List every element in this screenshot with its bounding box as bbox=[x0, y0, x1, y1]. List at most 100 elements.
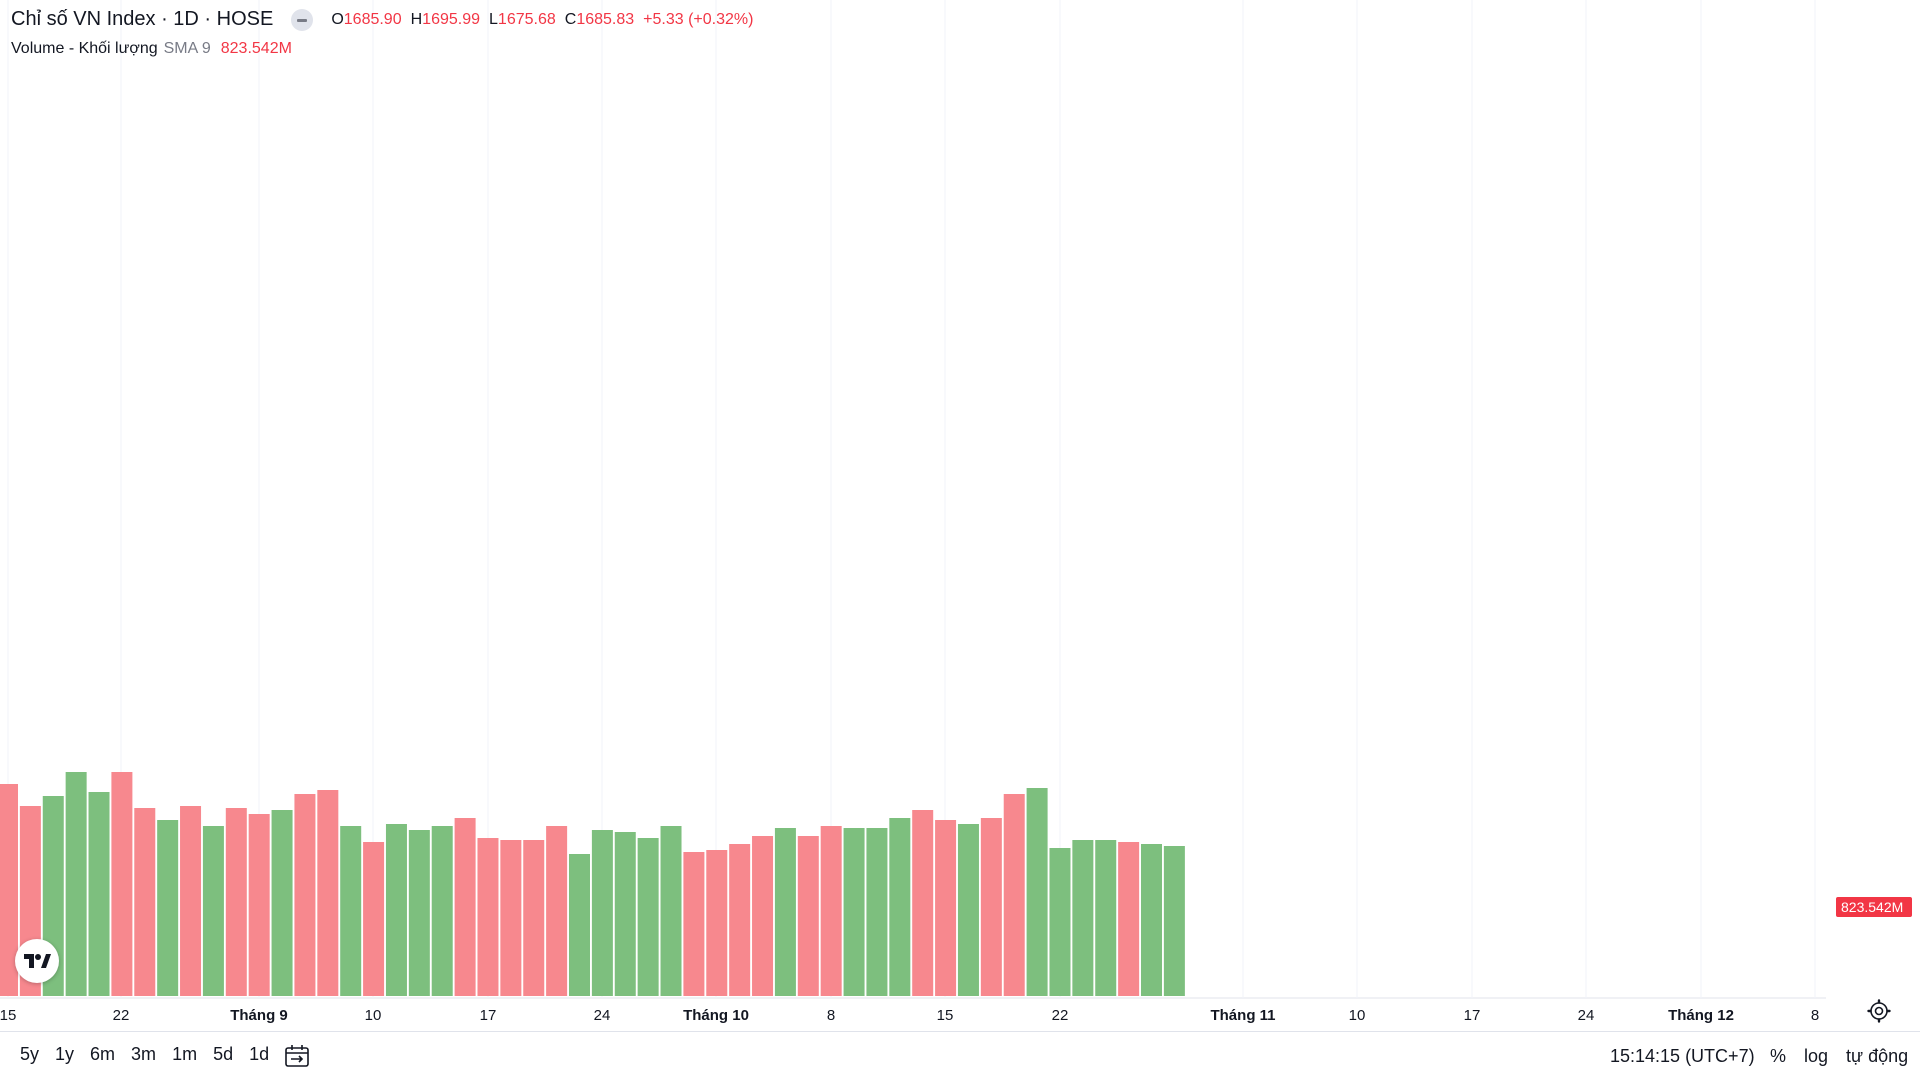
clock-timezone[interactable]: 15:14:15 (UTC+7) bbox=[1610, 1046, 1755, 1066]
time-tick-label: 22 bbox=[1052, 1007, 1069, 1024]
price-axis[interactable]: 1920.001900.001880.001860.001840.001820.… bbox=[1836, 0, 1912, 917]
volume-bar bbox=[591, 830, 613, 996]
range-button-5d[interactable]: 5d bbox=[213, 1044, 234, 1064]
volume-bar bbox=[912, 810, 934, 996]
low-label: L bbox=[489, 10, 498, 28]
time-tick-label: Tháng 11 bbox=[1210, 1007, 1275, 1024]
volume-bar bbox=[408, 830, 430, 996]
range-button-6m[interactable]: 6m bbox=[90, 1044, 116, 1064]
tradingview-logo-glyph-icon bbox=[24, 954, 51, 968]
range-button-1m[interactable]: 1m bbox=[172, 1044, 198, 1064]
volume-value: 823.542M bbox=[220, 40, 292, 57]
volume-bar bbox=[431, 826, 453, 996]
time-tick-label: Tháng 10 bbox=[683, 1007, 749, 1024]
volume-bar bbox=[477, 838, 499, 996]
time-tick-label: Tháng 9 bbox=[230, 1007, 288, 1024]
volume-bar bbox=[0, 784, 18, 996]
range-button-1y[interactable]: 1y bbox=[55, 1044, 75, 1064]
volume-bar bbox=[1003, 794, 1025, 996]
collapse-legend-button[interactable] bbox=[291, 8, 314, 31]
percent-scale-toggle[interactable]: % bbox=[1770, 1046, 1787, 1066]
date-range-buttons: 5y 1y 6m 3m 1m 5d 1d bbox=[12, 1044, 277, 1065]
volume-bar bbox=[843, 828, 865, 996]
volume-bar bbox=[1163, 846, 1185, 996]
time-tick-label: 17 bbox=[1464, 1007, 1481, 1024]
volume-legend: Volume - Khối lượng SMA 9 823.542M bbox=[11, 40, 292, 58]
volume-bar bbox=[1095, 840, 1117, 996]
volume-bar bbox=[569, 854, 590, 996]
volume-bar bbox=[385, 824, 407, 996]
high-value: 1695.99 bbox=[422, 10, 481, 28]
volume-bar bbox=[1026, 788, 1048, 996]
time-tick-label: 24 bbox=[594, 1007, 611, 1024]
volume-bar bbox=[65, 772, 87, 996]
volume-bar bbox=[500, 840, 522, 996]
volume-bar bbox=[1049, 848, 1071, 996]
volume-bar bbox=[271, 810, 293, 996]
time-tick-label: 15 bbox=[0, 1007, 16, 1024]
volume-bar bbox=[157, 820, 179, 996]
time-tick-label: 8 bbox=[1811, 1007, 1819, 1024]
volume-bars bbox=[0, 772, 1185, 996]
range-button-1d[interactable]: 1d bbox=[249, 1044, 270, 1064]
volume-bar bbox=[683, 852, 705, 996]
tradingview-logo-icon[interactable] bbox=[15, 939, 59, 983]
volume-bar bbox=[546, 826, 568, 996]
open-value: 1685.90 bbox=[343, 10, 402, 28]
open-label: O bbox=[331, 10, 344, 28]
settings-gear-icon[interactable] bbox=[1866, 998, 1892, 1024]
time-tick-label: Tháng 12 bbox=[1668, 1007, 1734, 1024]
volume-bar bbox=[614, 832, 636, 996]
volume-sma-label: SMA 9 bbox=[163, 40, 211, 57]
ohlc-values: O1685.90 H1695.99 L1675.68 C1685.83 +5.3… bbox=[331, 11, 753, 29]
volume-bar bbox=[889, 818, 911, 996]
time-axis[interactable]: 15 22 Tháng 9 10 17 24 Tháng 10 8 15 22 Tháng 11 10… bbox=[0, 1007, 1819, 1024]
volume-bar bbox=[774, 828, 796, 996]
chart-grid bbox=[0, 0, 1826, 999]
volume-bar bbox=[706, 850, 728, 996]
volume-bar bbox=[294, 794, 316, 996]
high-label: H bbox=[410, 10, 423, 28]
time-tick-label: 10 bbox=[365, 1007, 382, 1024]
volume-bar bbox=[729, 844, 751, 996]
symbol-legend: Chỉ số VN Index · 1D · HOSE O1685.90 H16… bbox=[11, 8, 753, 31]
volume-bar bbox=[248, 814, 270, 996]
volume-badge bbox=[1836, 897, 1912, 917]
volume-bar bbox=[88, 792, 110, 996]
volume-axis-label: 823.542M bbox=[1841, 899, 1903, 915]
volume-bar bbox=[363, 842, 385, 996]
volume-bar bbox=[957, 824, 979, 996]
volume-bar bbox=[225, 808, 247, 996]
time-tick-label: 10 bbox=[1349, 1007, 1366, 1024]
candlestick-chart[interactable]: 1920.001900.001880.001860.001840.001820.… bbox=[0, 0, 1920, 1031]
change-value: +5.33 (+0.32%) bbox=[643, 10, 754, 28]
volume-bar bbox=[1072, 840, 1094, 996]
volume-bar bbox=[454, 818, 476, 996]
time-tick-label: 24 bbox=[1578, 1007, 1595, 1024]
volume-bar bbox=[523, 840, 545, 996]
volume-bar bbox=[637, 838, 659, 996]
scale-options: % log tự động bbox=[1770, 1046, 1908, 1067]
volume-bar bbox=[134, 808, 156, 996]
volume-bar bbox=[1141, 844, 1162, 996]
volume-bar bbox=[660, 826, 682, 996]
date-range-calendar-icon[interactable] bbox=[284, 1044, 310, 1068]
close-label: C bbox=[564, 10, 577, 28]
volume-bar bbox=[1118, 842, 1140, 996]
log-scale-toggle[interactable]: log bbox=[1804, 1046, 1829, 1066]
close-value: 1685.83 bbox=[576, 10, 635, 28]
volume-bar bbox=[935, 820, 957, 996]
symbol-title[interactable]: Chỉ số VN Index · 1D · HOSE bbox=[11, 8, 274, 30]
volume-bar bbox=[111, 772, 133, 996]
range-button-5y[interactable]: 5y bbox=[20, 1044, 40, 1064]
time-tick-label: 15 bbox=[937, 1007, 954, 1024]
volume-title[interactable]: Volume - Khối lượng bbox=[11, 40, 158, 57]
volume-bar bbox=[752, 836, 774, 996]
auto-scale-toggle[interactable]: tự động bbox=[1846, 1046, 1909, 1066]
volume-bar bbox=[317, 790, 339, 996]
time-tick-label: 17 bbox=[480, 1007, 497, 1024]
time-tick-label: 8 bbox=[827, 1007, 835, 1024]
volume-bar bbox=[797, 836, 819, 996]
range-button-3m[interactable]: 3m bbox=[131, 1044, 157, 1064]
bottom-toolbar: 5y 1y 6m 3m 1m 5d 1d 15:14:15 (UTC+7) % log tự… bbox=[0, 1031, 1920, 1081]
